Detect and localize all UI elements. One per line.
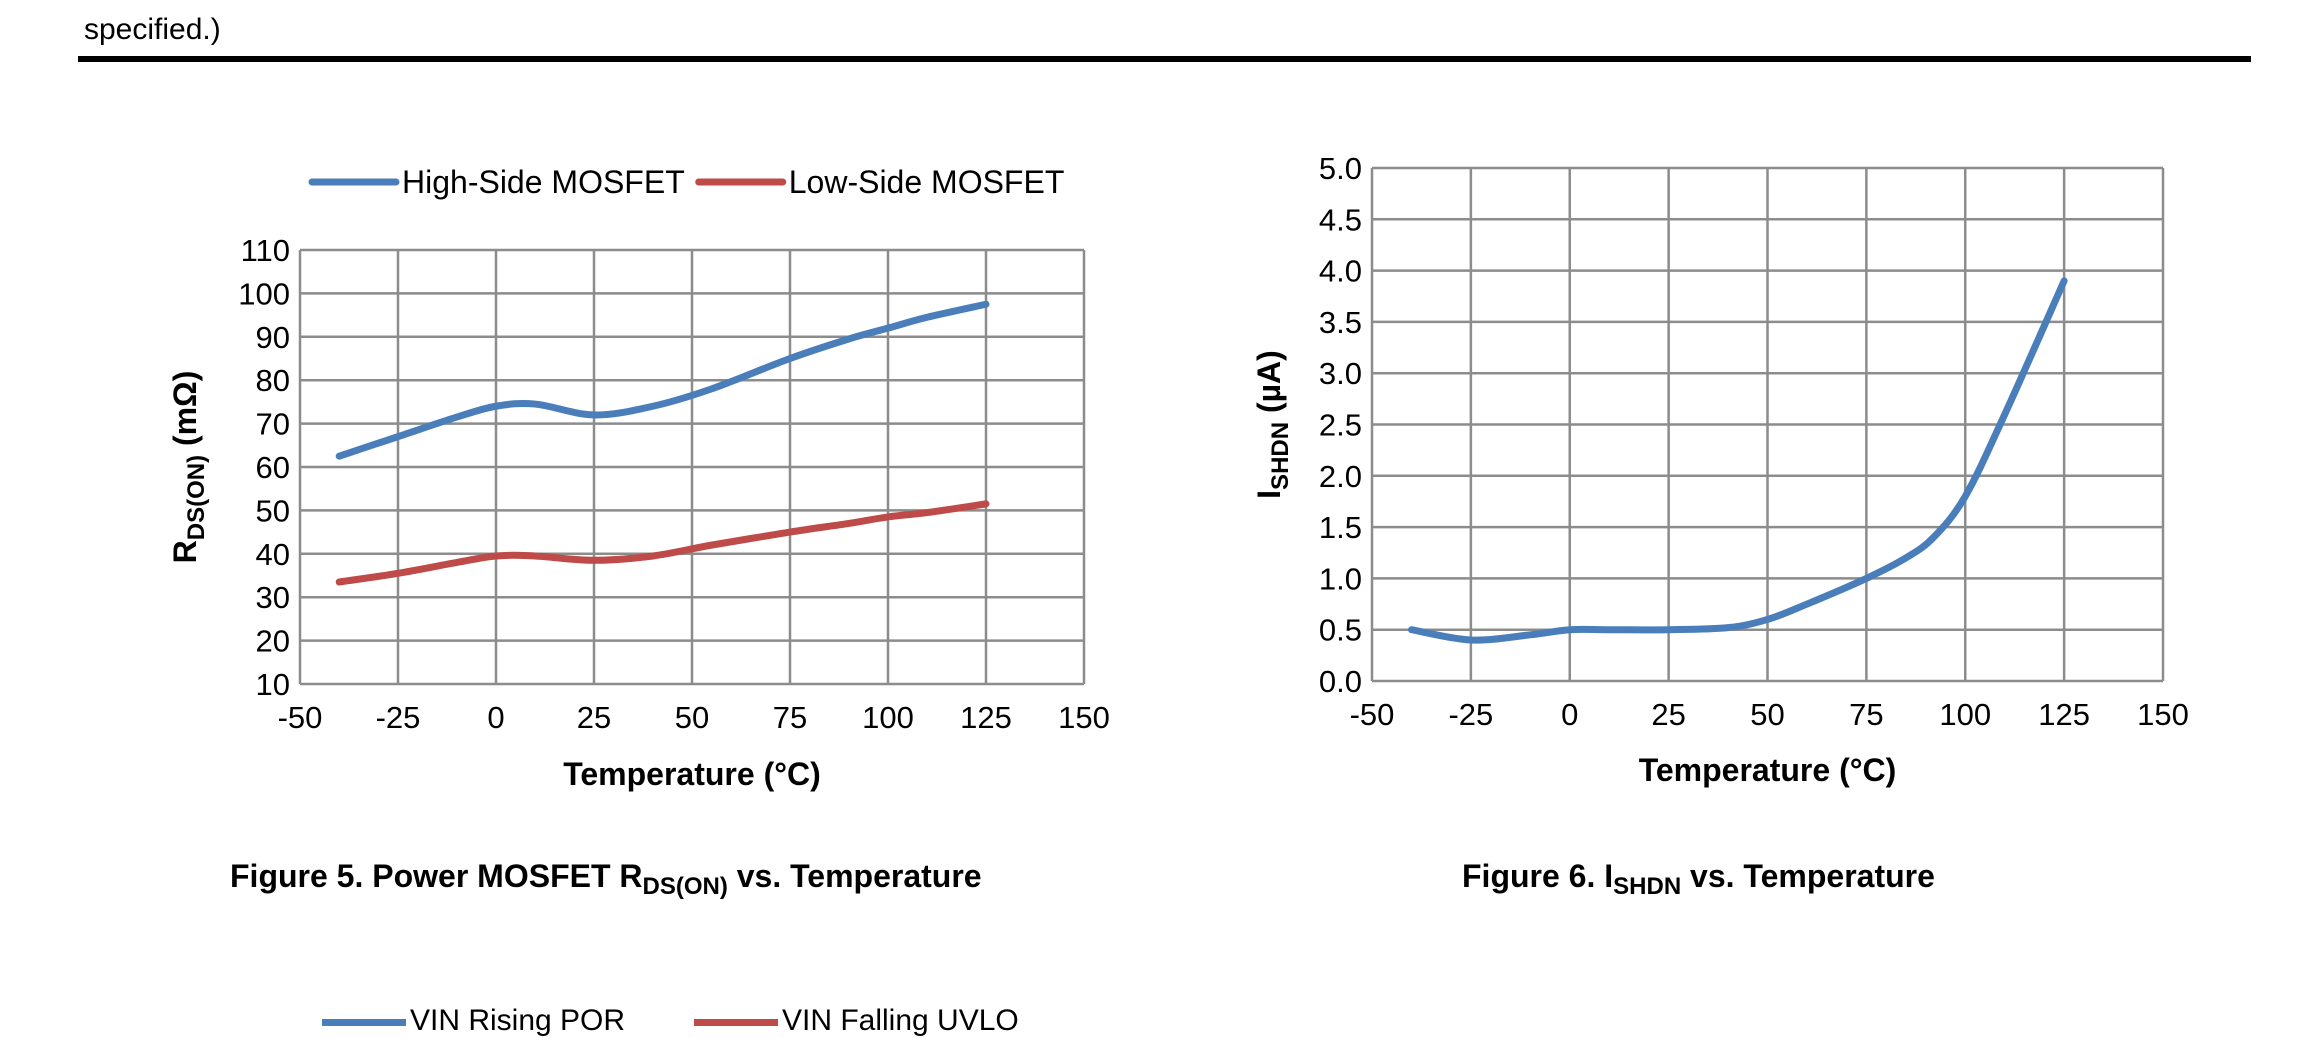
chart-2-y-tick-label: 1.0: [1319, 561, 1362, 596]
chart-1-y-tick-label: 30: [256, 580, 290, 615]
chart-1-y-tick-label: 50: [256, 493, 290, 528]
chart-1-x-tick-label: 100: [862, 700, 914, 735]
bottom-legend-item-2: VIN Falling UVLO: [694, 1004, 1019, 1038]
bottom-legend-label-2: VIN Falling UVLO: [782, 1004, 1019, 1037]
bottom-legend-swatch-1: [322, 1018, 406, 1026]
chart-1-series-2-line: [335, 500, 990, 586]
chart-1-x-axis-title: Temperature (°C): [563, 756, 821, 792]
chart-2-x-tick-label: 150: [2137, 697, 2189, 732]
chart-2-x-tick-label: 0: [1561, 697, 1578, 732]
figure-5-caption: Figure 5. Power MOSFET RDS(ON) vs. Tempe…: [230, 858, 982, 901]
chart-1-x-tick-label: 25: [577, 700, 611, 735]
chart-2-series-1-line: [1408, 277, 2068, 644]
chart-2-y-tick-label: 0.5: [1319, 613, 1362, 648]
figure-5-caption-sub: DS(ON): [642, 873, 728, 900]
chart-2-y-tick-label: 2.0: [1319, 459, 1362, 494]
chart-1-y-tick-label: 110: [241, 233, 290, 268]
chart-2-x-tick-label: 50: [1750, 697, 1784, 732]
chart-1-y-axis-title-sub: DS(ON): [183, 455, 210, 540]
chart-1-x-tick-label: 125: [960, 700, 1012, 735]
chart-1-y-tick-label: 20: [256, 624, 290, 659]
chart-2-y-tick-label: 4.5: [1319, 202, 1362, 237]
bottom-legend-label-1: VIN Rising POR: [410, 1004, 626, 1037]
chart-2-y-tick-label: 3.5: [1319, 305, 1362, 340]
figure-6-caption-sub: SHDN: [1613, 873, 1682, 900]
bottom-legend-item-1: VIN Rising POR: [322, 1004, 625, 1038]
chart-2-x-tick-label: 75: [1849, 697, 1883, 732]
chart-2-x-tick-label: -50: [1350, 697, 1395, 732]
chart-2-y-tick-label: 5.0: [1319, 151, 1362, 186]
chart-2-y-tick-label: 2.5: [1319, 408, 1362, 443]
chart-1-y-tick-label: 90: [256, 320, 290, 355]
chart-1: -50 -25 0 25 50 75 100 125 150 10 20 30 40 50 60 70 80 90…: [167, 164, 1110, 792]
header-rule: [78, 56, 2251, 62]
chart-1-x-tick-label: 150: [1058, 700, 1110, 735]
chart-1-y-tick-label: 40: [256, 537, 290, 572]
chart-1-y-axis-title-unit: (mΩ): [167, 371, 203, 455]
figure-5-caption-suffix: vs. Temperature: [727, 858, 982, 894]
chart-1-x-tick-label: 0: [487, 700, 504, 735]
chart-2-y-axis-title-unit: (µA): [1251, 350, 1287, 422]
chart-2-x-axis-title: Temperature (°C): [1639, 752, 1897, 788]
chart-2-x-tick-label: 25: [1651, 697, 1685, 732]
chart-2: -50 -25 0 25 50 75 100 125 150 0.0 0.5 1.0 1.5 2.0 2.5…: [1251, 151, 2189, 788]
chart-2-x-tick-label: -25: [1448, 697, 1493, 732]
figure-6-caption-suffix: vs. Temperature: [1681, 858, 1935, 894]
chart-1-series-1-line: [335, 300, 990, 460]
chart-1-y-tick-label: 80: [256, 363, 290, 398]
chart-2-y-tick-label: 0.0: [1319, 664, 1362, 699]
chart-2-y-tick-label: 3.0: [1319, 356, 1362, 391]
chart-2-y-axis-title: ISHDN (µA): [1251, 350, 1294, 499]
chart-2-y-tick-label: 4.0: [1319, 254, 1362, 289]
chart-2-x-tick-label: 100: [1939, 697, 1991, 732]
figure-6-caption-prefix: Figure 6. I: [1462, 858, 1614, 894]
chart-1-y-tick-label: 100: [238, 276, 290, 311]
chart-1-x-tick-label: -50: [278, 700, 323, 735]
chart-2-y-axis-title-sub: SHDN: [1267, 422, 1294, 490]
chart-1-y-tick-label: 70: [256, 407, 290, 442]
chart-2-y-tick-label: 1.5: [1319, 510, 1362, 545]
chart-1-y-axis-title-main: R: [167, 540, 203, 563]
chart-1-x-tick-label: -25: [376, 700, 421, 735]
chart-1-y-tick-label: 10: [256, 667, 290, 702]
chart-1-legend-label-2: Low-Side MOSFET: [789, 164, 1065, 200]
chart-2-y-axis-title-main: I: [1251, 490, 1287, 499]
bottom-legend-swatch-2: [694, 1018, 778, 1026]
figure-6-caption: Figure 6. ISHDN vs. Temperature: [1462, 858, 1935, 901]
chart-1-legend-label-1: High-Side MOSFET: [402, 164, 685, 200]
header-text: specified.): [84, 13, 221, 46]
chart-1-y-axis-title: RDS(ON) (mΩ): [167, 371, 210, 564]
chart-1-x-tick-label: 50: [675, 700, 709, 735]
chart-2-x-tick-label: 125: [2038, 697, 2090, 732]
chart-1-x-tick-label: 75: [773, 700, 807, 735]
chart-1-y-tick-label: 60: [256, 450, 290, 485]
figure-5-caption-prefix: Figure 5. Power MOSFET R: [230, 858, 643, 894]
